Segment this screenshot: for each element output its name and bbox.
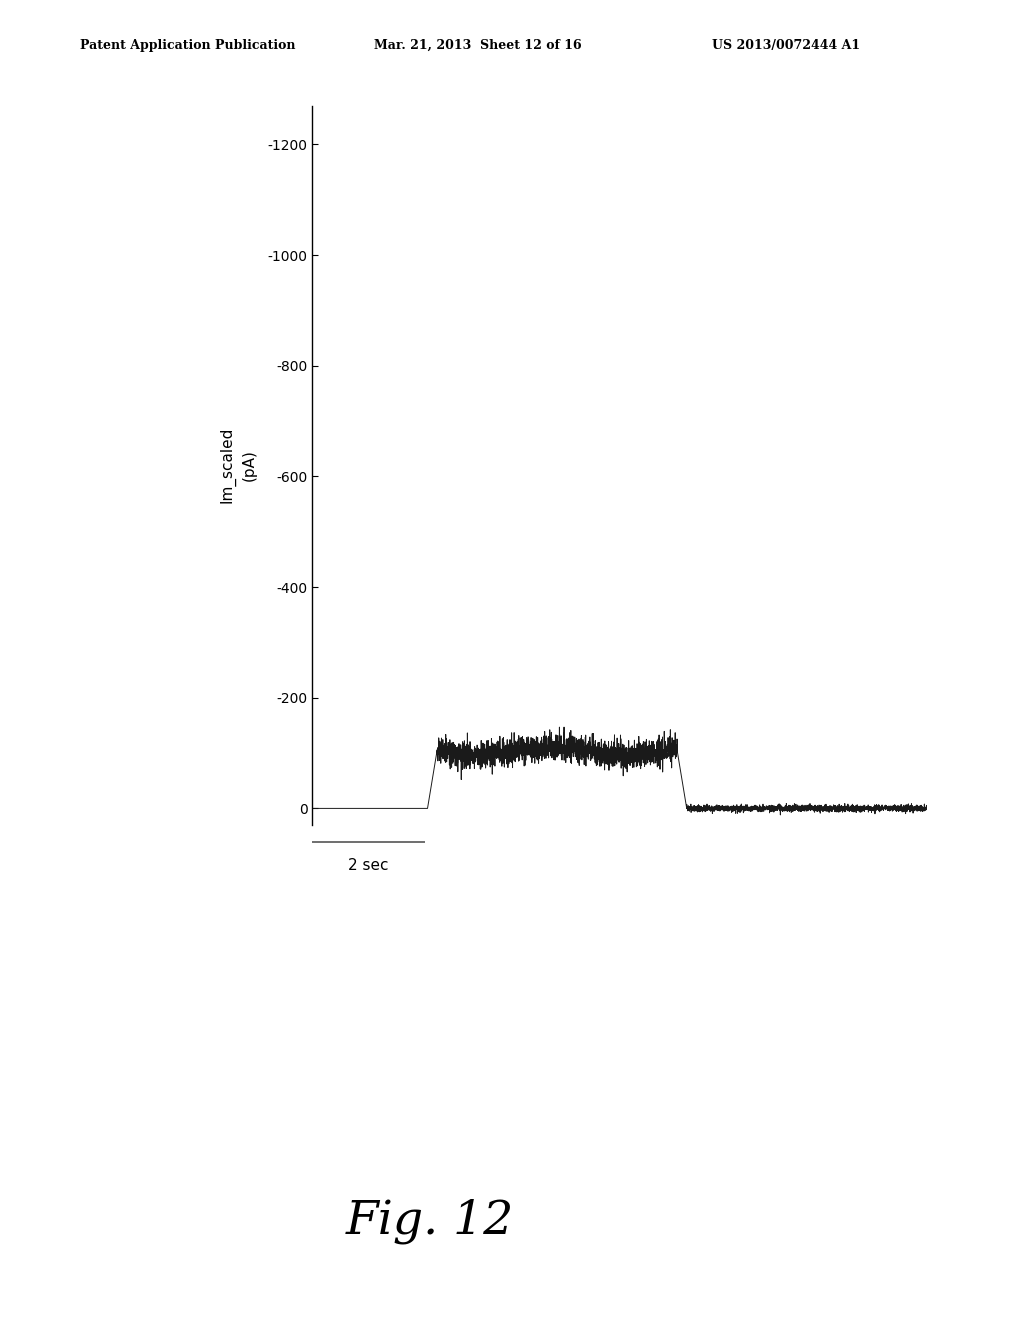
Text: 2 sec: 2 sec (348, 858, 389, 873)
Text: Patent Application Publication: Patent Application Publication (80, 38, 295, 51)
Y-axis label: Im_scaled
(pA): Im_scaled (pA) (219, 428, 256, 503)
Text: Fig. 12: Fig. 12 (346, 1199, 514, 1243)
Text: US 2013/0072444 A1: US 2013/0072444 A1 (712, 38, 860, 51)
Text: Mar. 21, 2013  Sheet 12 of 16: Mar. 21, 2013 Sheet 12 of 16 (374, 38, 582, 51)
